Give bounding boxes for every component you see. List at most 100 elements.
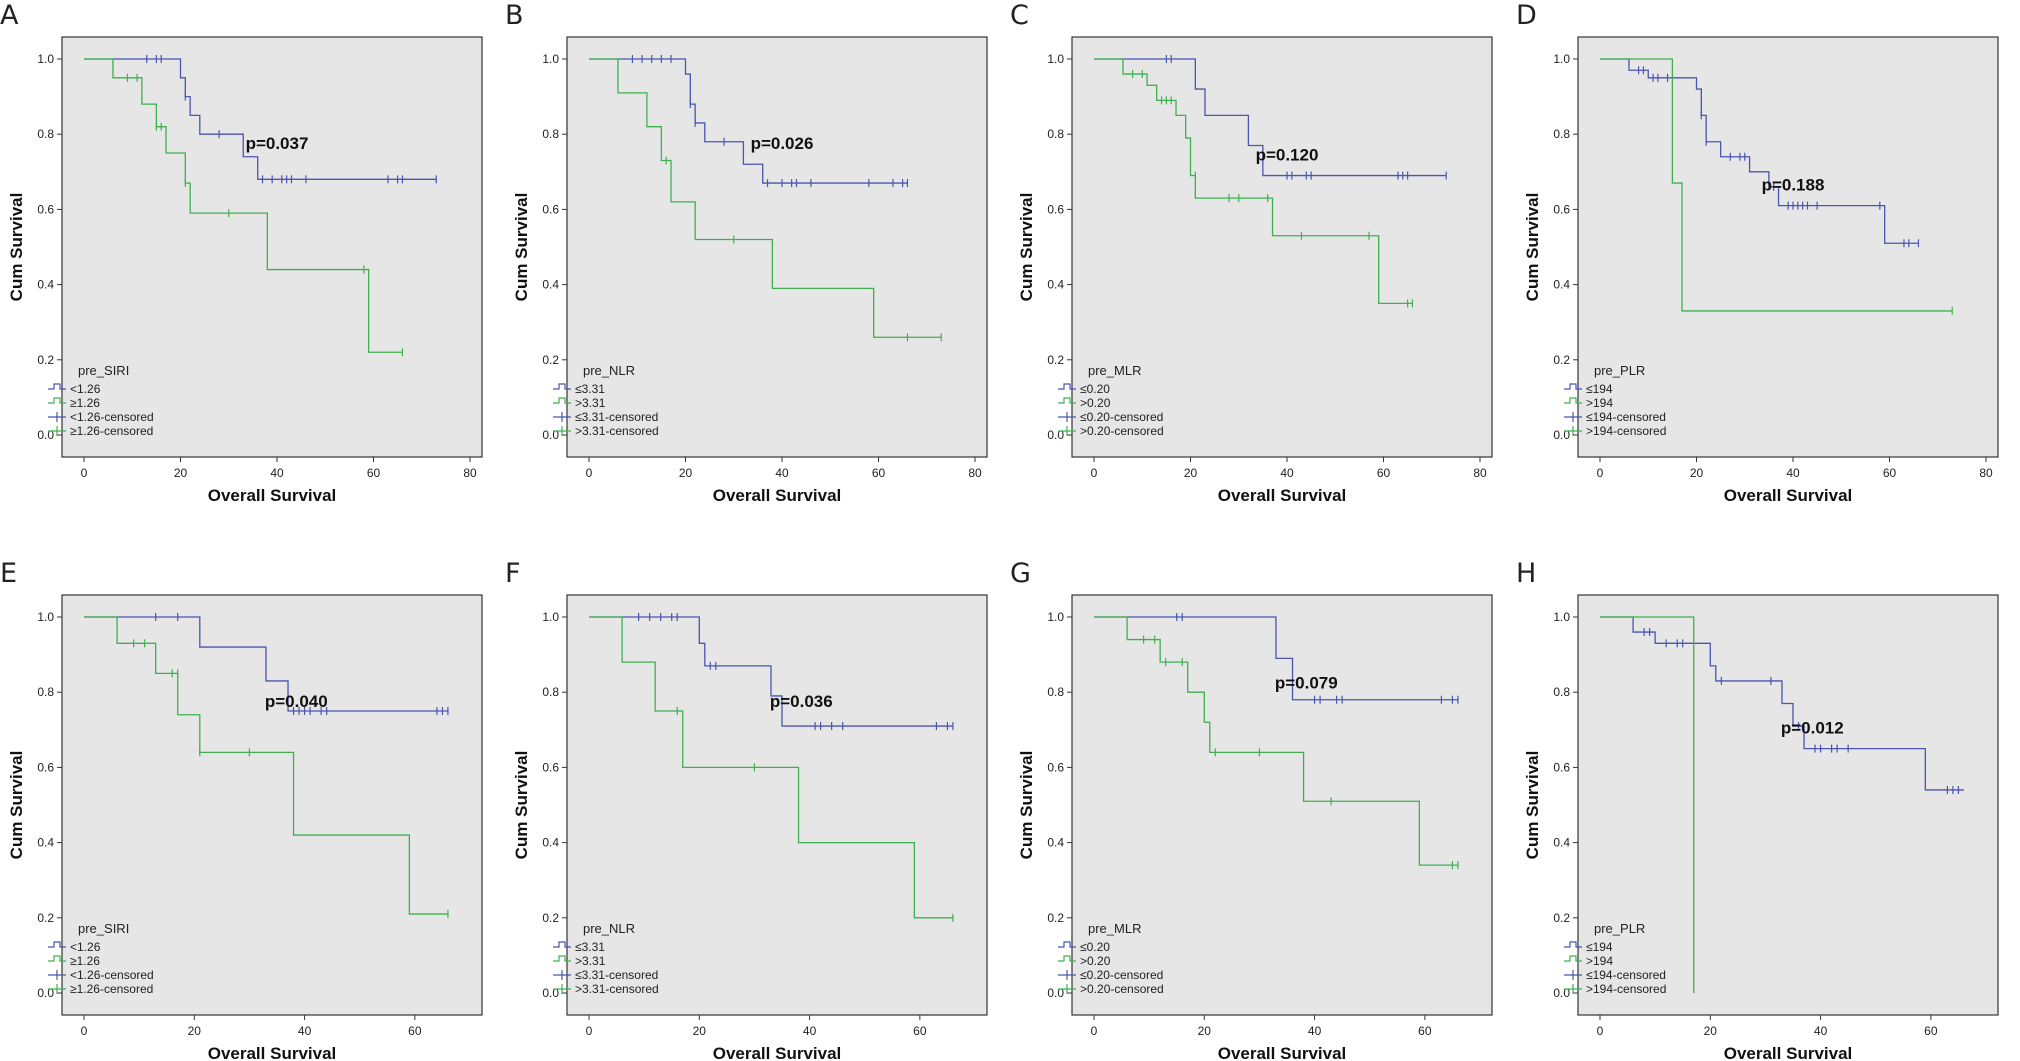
x-tick-label: 60 (1924, 1024, 1938, 1038)
legend-line-icon (1564, 383, 1582, 390)
legend-line-icon (553, 955, 571, 962)
legend-item-label: >0.20-censored (1080, 982, 1164, 996)
y-tick-label: 0.4 (1047, 836, 1064, 850)
legend-line-icon (48, 383, 66, 390)
x-tick-label: 40 (1308, 1024, 1322, 1038)
legend-title: pre_NLR (583, 921, 635, 936)
x-tick-label: 60 (367, 466, 381, 480)
y-tick-label: 0.6 (1047, 760, 1064, 774)
legend-title: pre_MLR (1088, 363, 1141, 378)
y-tick-label: 0.6 (542, 202, 559, 216)
y-tick-label: 0.8 (1047, 127, 1064, 141)
x-axis-title: Overall Survival (713, 1044, 842, 1061)
legend-item-label: >194 (1586, 954, 1613, 968)
chart-panel-e: E 0.0 0.2 0.4 0.6 0.8 1.0 0 20 40 60 Overall Surviv… (0, 558, 483, 1061)
y-tick-label: 0.6 (37, 760, 54, 774)
y-axis-title: Cum Survival (1017, 751, 1036, 860)
plot-area (61, 36, 483, 458)
x-axis-title: Overall Survival (1218, 486, 1347, 505)
p-value-label: p=0.012 (1781, 719, 1844, 738)
legend-item-label: >3.31-censored (575, 424, 659, 438)
x-tick-label: 20 (693, 1024, 707, 1038)
plot-area (1577, 594, 1999, 1016)
y-axis-title: Cum Survival (7, 193, 26, 302)
x-tick-label: 20 (1690, 466, 1704, 480)
x-axis-title: Overall Survival (713, 486, 842, 505)
legend-item-label: ≥1.26-censored (70, 424, 153, 438)
legend-line-icon (1058, 955, 1076, 962)
p-value-label: p=0.036 (770, 692, 833, 711)
y-tick-label: 0.8 (37, 685, 54, 699)
x-tick-label: 20 (1184, 466, 1198, 480)
p-value-label: p=0.026 (751, 134, 814, 153)
legend-item-label: ≥1.26 (70, 954, 100, 968)
y-tick-label: 0.8 (542, 127, 559, 141)
y-tick-label: 0.2 (37, 911, 54, 925)
y-tick-label: 0.6 (542, 760, 559, 774)
y-tick-label: 0.4 (1553, 836, 1570, 850)
y-tick-label: 1.0 (542, 610, 559, 624)
x-tick-label: 20 (679, 466, 693, 480)
legend-item-label: <1.26-censored (70, 410, 154, 424)
panel-letter: F (505, 558, 521, 589)
x-tick-label: 0 (81, 1024, 88, 1038)
x-tick-label: 60 (1377, 466, 1391, 480)
km-curve-series-1 (589, 616, 953, 727)
legend-item-label: ≤0.20-censored (1080, 968, 1163, 982)
legend-title: pre_PLR (1594, 363, 1645, 378)
x-tick-label: 40 (775, 466, 789, 480)
km-curve-series-1 (589, 58, 908, 184)
y-tick-label: 0.2 (1047, 353, 1064, 367)
x-tick-label: 60 (872, 466, 886, 480)
y-tick-label: 0.2 (1553, 911, 1570, 925)
legend-item-label: >194 (1586, 396, 1613, 410)
y-tick-label: 0.6 (1553, 760, 1570, 774)
panel-letter: H (1516, 558, 1536, 589)
legend-item-label: <1.26-censored (70, 968, 154, 982)
x-tick-label: 80 (463, 466, 477, 480)
chart-panel-a: A 0.0 0.2 0.4 0.6 0.8 1.0 0 20 40 60 80 Overall Surv… (0, 0, 483, 505)
y-tick-label: 1.0 (1553, 52, 1570, 66)
km-curve-series-2 (84, 616, 448, 915)
y-tick-label: 1.0 (37, 610, 54, 624)
legend-line-icon (1564, 397, 1582, 404)
km-curve-series-1 (1600, 616, 1964, 791)
legend-item-label: ≤3.31-censored (575, 968, 658, 982)
chart-panel-h: H 0.0 0.2 0.4 0.6 0.8 1.0 0 20 40 60 Overall Surviv… (1516, 558, 1999, 1061)
panel-letter: D (1516, 0, 1537, 31)
legend-item-label: <1.26 (70, 940, 101, 954)
p-value-label: p=0.120 (1256, 146, 1319, 165)
x-tick-label: 80 (1979, 466, 1993, 480)
y-tick-label: 0.8 (37, 127, 54, 141)
p-value-label: p=0.037 (246, 134, 309, 153)
y-tick-label: 0.0 (1553, 986, 1570, 1000)
legend-title: pre_PLR (1594, 921, 1645, 936)
y-tick-label: 0.6 (1047, 202, 1064, 216)
p-value-label: p=0.079 (1275, 673, 1338, 692)
km-curve-series-2 (589, 616, 953, 919)
p-value-label: p=0.040 (265, 692, 328, 711)
y-tick-label: 0.0 (37, 986, 54, 1000)
y-axis-title: Cum Survival (512, 193, 531, 302)
x-tick-label: 20 (1704, 1024, 1718, 1038)
x-tick-label: 40 (803, 1024, 817, 1038)
km-curve-series-2 (1600, 616, 1695, 993)
legend-line-icon (48, 941, 66, 948)
legend-title: pre_MLR (1088, 921, 1141, 936)
y-tick-label: 0.4 (542, 836, 559, 850)
chart-panel-f: F 0.0 0.2 0.4 0.6 0.8 1.0 0 20 40 60 Overall Surviv… (505, 558, 988, 1061)
legend-item-label: >0.20 (1080, 396, 1111, 410)
y-axis-title: Cum Survival (7, 751, 26, 860)
legend-line-icon (1058, 397, 1076, 404)
legend-item-label: ≤194 (1586, 382, 1613, 396)
x-axis-title: Overall Survival (1724, 486, 1853, 505)
x-axis-title: Overall Survival (208, 1044, 337, 1061)
y-tick-label: 0.8 (1553, 685, 1570, 699)
x-tick-label: 40 (298, 1024, 312, 1038)
x-tick-label: 60 (408, 1024, 422, 1038)
y-tick-label: 0.2 (37, 353, 54, 367)
y-tick-label: 0.2 (1553, 353, 1570, 367)
y-tick-label: 0.6 (37, 202, 54, 216)
x-tick-label: 60 (913, 1024, 927, 1038)
